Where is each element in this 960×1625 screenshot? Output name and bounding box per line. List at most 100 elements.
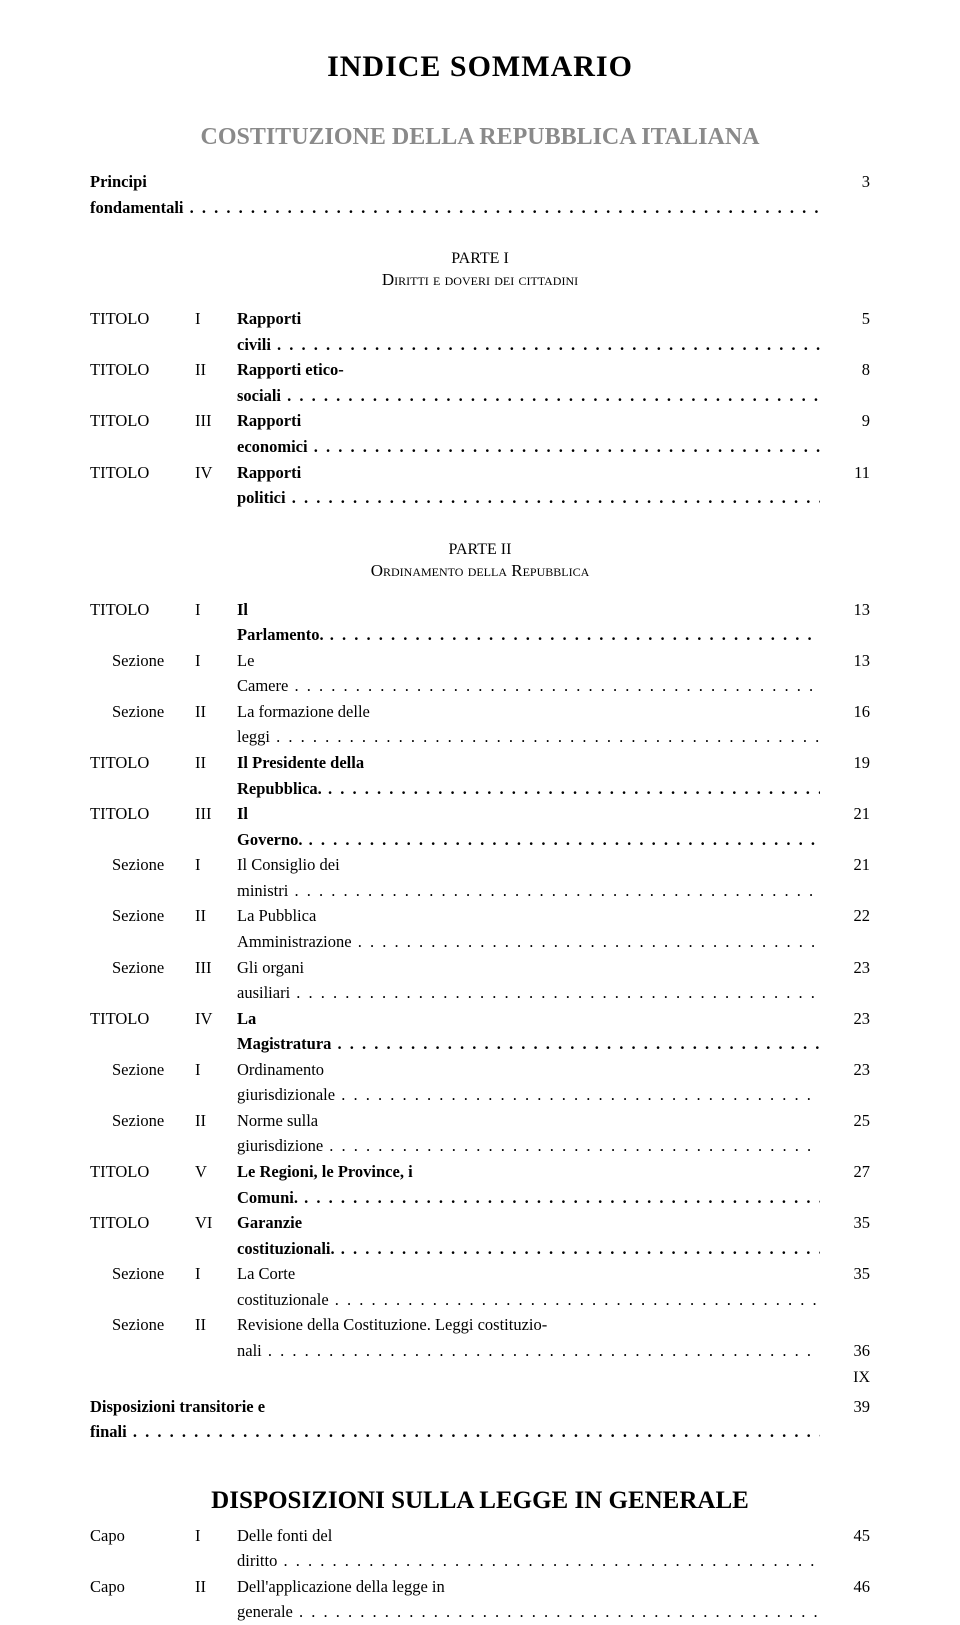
page-number: IX [853, 1369, 870, 1387]
toc-level: Sezione [90, 903, 195, 929]
toc-level: Sezione [90, 648, 195, 674]
toc-num: II [195, 1312, 237, 1338]
toc-level: TITOLO [90, 1210, 195, 1236]
toc-row: TITOLOVLe Regioni, le Province, i Comuni… [90, 1159, 870, 1210]
toc-text: Delle fonti del diritto [237, 1523, 820, 1574]
toc-level: TITOLO [90, 750, 195, 776]
toc-page: 9 [820, 408, 870, 434]
toc-text: Le Regioni, le Province, i Comuni. [237, 1159, 820, 1210]
toc-text: Le Camere [237, 648, 820, 699]
toc-level: TITOLO [90, 597, 195, 623]
toc-num: II [195, 750, 237, 776]
toc-num: IV [195, 460, 237, 486]
toc-level: TITOLO [90, 460, 195, 486]
toc-level: Capo [90, 1574, 195, 1600]
toc-row: SezioneILe Camere13 [90, 648, 870, 699]
toc-page: 23 [820, 1006, 870, 1032]
toc-text: nali [237, 1338, 820, 1364]
toc-row: SezioneILa Corte costituzionale35 [90, 1261, 870, 1312]
toc-num: II [195, 699, 237, 725]
toc-page: 35 [820, 1261, 870, 1287]
toc-page: 27 [820, 1159, 870, 1185]
principi-page: 3 [820, 169, 870, 195]
toc-page: 25 [820, 1108, 870, 1134]
toc-page: 22 [820, 903, 870, 929]
toc-row: TITOLOIVRapporti politici11 [90, 460, 870, 511]
toc-row: TITOLOIIRapporti etico-sociali8 [90, 357, 870, 408]
toc-text: Ordinamento giurisdizionale [237, 1057, 820, 1108]
toc-row: CapoIIDell'applicazione della legge in g… [90, 1574, 870, 1625]
toc-row: CapoIDelle fonti del diritto45 [90, 1523, 870, 1574]
toc-level: Sezione [90, 955, 195, 981]
toc-num: I [195, 1057, 237, 1083]
toc-row: TITOLOIIIIl Governo.21 [90, 801, 870, 852]
toc-num: III [195, 408, 237, 434]
toc-page: 16 [820, 699, 870, 725]
parte2-rows: TITOLOIIl Parlamento.13SezioneILe Camere… [90, 597, 870, 1364]
toc-row: SezioneIIl Consiglio dei ministri21 [90, 852, 870, 903]
toc-page: 35 [820, 1210, 870, 1236]
toc-page: 21 [820, 852, 870, 878]
toc-page: 5 [820, 306, 870, 332]
toc-num: II [195, 1574, 237, 1600]
toc-level: Sezione [90, 1312, 195, 1338]
toc-page: 45 [820, 1523, 870, 1549]
main-title: INDICE SOMMARIO [90, 50, 870, 84]
toc-page: 8 [820, 357, 870, 383]
toc-row: TITOLOIIIRapporti economici9 [90, 408, 870, 459]
toc-page: 23 [820, 955, 870, 981]
toc-text: Il Presidente della Repubblica. [237, 750, 820, 801]
disposizioni-trans-row: Disposizioni transitorie e finali 39 [90, 1394, 870, 1445]
toc-num: III [195, 955, 237, 981]
toc-page: 21 [820, 801, 870, 827]
toc-row: SezioneIINorme sulla giurisdizione25 [90, 1108, 870, 1159]
toc-page: 13 [820, 648, 870, 674]
toc-page: 11 [820, 460, 870, 486]
disposizioni-trans-label: Disposizioni transitorie e finali [90, 1394, 820, 1445]
toc-level: TITOLO [90, 1159, 195, 1185]
doc2-rows: CapoIDelle fonti del diritto45CapoIIDell… [90, 1523, 870, 1625]
toc-level: Sezione [90, 852, 195, 878]
toc-page: 36 [820, 1338, 870, 1364]
toc-row: nali36 [90, 1338, 870, 1364]
toc-num: II [195, 903, 237, 929]
parte2-label: PARTE II [90, 541, 870, 559]
toc-num: IV [195, 1006, 237, 1032]
toc-level: TITOLO [90, 801, 195, 827]
toc-level: TITOLO [90, 1006, 195, 1032]
toc-num: I [195, 648, 237, 674]
toc-row: TITOLOVIGaranzie costituzionali.35 [90, 1210, 870, 1261]
toc-text: Il Consiglio dei ministri [237, 852, 820, 903]
toc-level: Sezione [90, 1108, 195, 1134]
toc-level: Sezione [90, 1261, 195, 1287]
toc-text: Il Parlamento. [237, 597, 820, 648]
parte1-rows: TITOLOIRapporti civili5TITOLOIIRapporti … [90, 306, 870, 511]
principi-row: Principi fondamentali 3 [90, 169, 870, 220]
toc-row: TITOLOIRapporti civili5 [90, 306, 870, 357]
toc-num: I [195, 306, 237, 332]
toc-text: Rapporti politici [237, 460, 820, 511]
toc-level: Capo [90, 1523, 195, 1549]
toc-row: SezioneIIIGli organi ausiliari23 [90, 955, 870, 1006]
toc-level: TITOLO [90, 408, 195, 434]
toc-text: La Pubblica Amministrazione [237, 903, 820, 954]
toc-text: Revisione della Costituzione. Leggi cost… [237, 1312, 820, 1338]
toc-num: II [195, 357, 237, 383]
toc-row: TITOLOIVLa Magistratura23 [90, 1006, 870, 1057]
toc-num: I [195, 852, 237, 878]
toc-num: I [195, 1523, 237, 1549]
toc-num: I [195, 1261, 237, 1287]
toc-text: Dell'applicazione della legge in general… [237, 1574, 820, 1625]
toc-page: 23 [820, 1057, 870, 1083]
toc-text: La formazione delle leggi [237, 699, 820, 750]
toc-row: TITOLOIIl Parlamento.13 [90, 597, 870, 648]
disposizioni-trans-page: 39 [820, 1394, 870, 1420]
toc-level: Sezione [90, 699, 195, 725]
toc-text: La Magistratura [237, 1006, 820, 1057]
parte2-subtitle: Ordinamento della Repubblica [90, 561, 870, 581]
toc-row: SezioneIILa Pubblica Amministrazione22 [90, 903, 870, 954]
toc-row: SezioneIIRevisione della Costituzione. L… [90, 1312, 870, 1338]
toc-num: II [195, 1108, 237, 1134]
toc-num: I [195, 597, 237, 623]
toc-text: Rapporti economici [237, 408, 820, 459]
